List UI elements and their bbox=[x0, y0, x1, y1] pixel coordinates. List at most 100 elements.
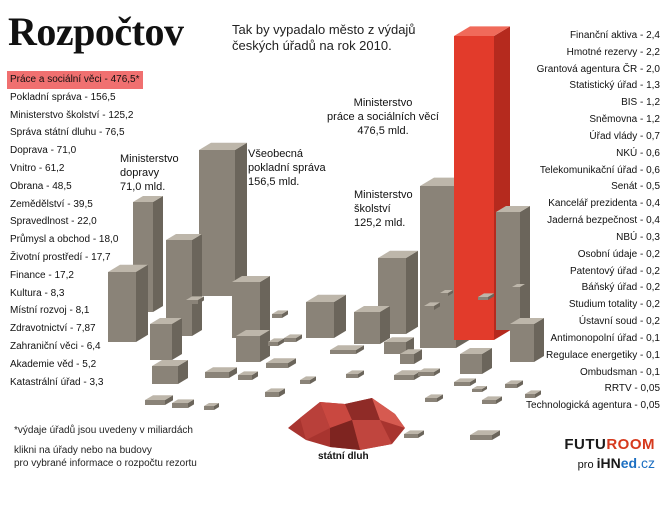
building-spravedlnost[interactable] bbox=[232, 276, 270, 338]
building-small[interactable] bbox=[505, 380, 523, 388]
building-small[interactable] bbox=[145, 395, 173, 405]
building-small[interactable] bbox=[525, 390, 541, 398]
budget-item[interactable]: Obrana - 48,5 bbox=[10, 180, 72, 192]
budget-item[interactable]: Statistický úřad - 1,3 bbox=[569, 80, 660, 92]
building-small[interactable] bbox=[265, 388, 285, 397]
budget-item[interactable]: Spravedlnost - 22,0 bbox=[10, 216, 97, 228]
building-small[interactable] bbox=[424, 302, 440, 310]
budget-item[interactable]: Studium totality - 0,2 bbox=[568, 299, 660, 311]
budget-item[interactable]: Práce a sociální věci - 476,5* bbox=[7, 71, 143, 89]
budget-item[interactable]: Finanční aktiva - 2,4 bbox=[569, 30, 660, 41]
building-small[interactable] bbox=[440, 290, 453, 296]
building-sprava-dluhu[interactable] bbox=[496, 206, 530, 330]
footnote-units: *výdaje úřadů jsou uvedeny v miliardách bbox=[14, 425, 193, 436]
footnote-click-hint-2: pro vybrané informace o rozpočtu rezortu bbox=[14, 458, 197, 469]
building-small[interactable] bbox=[238, 371, 258, 380]
building-finance[interactable] bbox=[510, 318, 544, 362]
callout-skolstvi-line1: Ministerstvo bbox=[354, 189, 413, 201]
budget-item[interactable]: Úřad vlády - 0,7 bbox=[589, 130, 660, 142]
building-small[interactable] bbox=[425, 394, 443, 402]
logo-ihn: iHNed bbox=[597, 455, 637, 471]
logo-cz: .cz bbox=[637, 455, 655, 471]
budget-item[interactable]: NKÚ - 0,6 bbox=[616, 147, 660, 159]
logo-ihn-text: iHN bbox=[596, 455, 621, 471]
budget-item[interactable]: Zahraniční věci - 6,4 bbox=[10, 340, 101, 352]
page-subtitle: Tak by vypadalo město z výdajů českých ú… bbox=[232, 22, 416, 53]
building-small[interactable] bbox=[186, 296, 204, 304]
building-small[interactable] bbox=[454, 378, 476, 386]
budget-item[interactable]: Hmotné rezervy - 2,2 bbox=[566, 46, 660, 58]
budget-item[interactable]: Pokladní správa - 156,5 bbox=[10, 91, 116, 103]
building-kultura[interactable] bbox=[354, 306, 390, 344]
building-small[interactable] bbox=[300, 376, 316, 384]
budget-item[interactable]: Katastrální úřad - 3,3 bbox=[10, 376, 104, 388]
building-small[interactable] bbox=[266, 358, 296, 368]
budget-item[interactable]: Osobní údaje - 0,2 bbox=[577, 248, 660, 260]
building-small[interactable] bbox=[346, 370, 364, 378]
budget-item[interactable]: BIS - 1,2 bbox=[621, 97, 660, 109]
building-zdravotnictvi[interactable] bbox=[236, 330, 270, 362]
futuroom-logo[interactable]: FUTUROOM pro iHNed.cz bbox=[564, 436, 655, 471]
budget-item[interactable]: Ústavní soud - 0,2 bbox=[578, 316, 660, 328]
budget-item[interactable]: Senát - 0,5 bbox=[611, 181, 660, 193]
budget-item[interactable]: Akademie věd - 5,2 bbox=[10, 358, 97, 370]
building-zahranicni[interactable] bbox=[460, 348, 492, 374]
budget-item[interactable]: Ombudsman - 0,1 bbox=[579, 366, 660, 378]
budget-item[interactable]: Regulace energetiky - 0,1 bbox=[546, 349, 660, 361]
budget-item[interactable]: NBÚ - 0,3 bbox=[616, 231, 660, 243]
budget-item[interactable]: Kancelář prezidenta - 0,4 bbox=[548, 198, 660, 210]
building-prumysl[interactable] bbox=[150, 318, 182, 360]
budget-item[interactable]: Životní prostředí - 17,7 bbox=[10, 251, 111, 263]
building-small[interactable] bbox=[272, 310, 288, 318]
building-small[interactable] bbox=[284, 334, 302, 342]
callout-pokladni-value: 156,5 mld. bbox=[248, 176, 300, 188]
budget-item[interactable]: Vnitro - 61,2 bbox=[10, 162, 65, 174]
budget-item[interactable]: RRTV - 0,05 bbox=[604, 383, 660, 395]
building-small[interactable] bbox=[482, 396, 502, 404]
building-small[interactable] bbox=[404, 430, 424, 438]
budget-item[interactable]: Doprava - 71,0 bbox=[10, 145, 77, 157]
callout-skolstvi: Ministerstvo školství 125,2 mld. bbox=[354, 188, 413, 230]
building-pokladni[interactable] bbox=[199, 142, 247, 296]
budget-item[interactable]: Patentový úřad - 0,2 bbox=[569, 265, 660, 277]
building-small[interactable] bbox=[470, 430, 500, 440]
building-small[interactable] bbox=[205, 367, 237, 378]
budget-item[interactable]: Telekomunikační úřad - 0,6 bbox=[539, 164, 660, 176]
budget-item[interactable]: Sněmovna - 1,2 bbox=[589, 114, 660, 126]
budget-item[interactable]: Technologická agentura - 0,05 bbox=[526, 400, 660, 412]
building-small[interactable] bbox=[418, 368, 440, 376]
building-small[interactable] bbox=[268, 338, 284, 346]
callout-prace-line1: Ministerstvo bbox=[353, 97, 413, 109]
building-small[interactable] bbox=[472, 386, 487, 392]
building-small[interactable] bbox=[204, 403, 219, 410]
budget-item[interactable]: Správa státní dluhu - 76,5 bbox=[10, 127, 125, 139]
building-small[interactable] bbox=[478, 293, 494, 300]
building-prace[interactable] bbox=[454, 26, 510, 341]
budget-item[interactable]: Zdravotnictví - 7,87 bbox=[10, 323, 96, 335]
right-budget-list: Finanční aktiva - 2,4 Hmotné rezervy - 2,… bbox=[440, 28, 660, 415]
budget-item[interactable]: Zemědělství - 39,5 bbox=[10, 198, 93, 210]
budget-item[interactable]: Antimonopolní úřad - 0,1 bbox=[550, 332, 660, 344]
budget-item[interactable]: Grantová agentura ČR - 2,0 bbox=[536, 63, 660, 75]
building-small[interactable] bbox=[172, 399, 194, 408]
budget-item[interactable]: Průmysl a obchod - 18,0 bbox=[10, 234, 119, 246]
state-debt-label: státní dluh bbox=[318, 451, 369, 462]
building-small[interactable] bbox=[512, 284, 525, 290]
callout-doprava: Ministerstvo dopravy 71,0 mld. bbox=[120, 152, 179, 194]
building-small[interactable] bbox=[330, 345, 364, 354]
budget-item[interactable]: Ministerstvo školství - 125,2 bbox=[10, 109, 134, 121]
building-zivotni[interactable] bbox=[306, 294, 346, 338]
budget-item[interactable]: Jaderná bezpečnost - 0,4 bbox=[547, 215, 660, 227]
budget-item[interactable]: Místní rozvoj - 8,1 bbox=[10, 305, 90, 317]
budget-item[interactable]: Kultura - 8,3 bbox=[10, 287, 65, 299]
building-obrana[interactable] bbox=[108, 264, 148, 342]
state-debt-shape[interactable] bbox=[288, 398, 405, 450]
building-katastralni[interactable] bbox=[400, 349, 422, 364]
budget-item[interactable]: Finance - 17,2 bbox=[10, 269, 74, 281]
building-vnitro[interactable] bbox=[166, 234, 202, 336]
building-small[interactable] bbox=[394, 370, 422, 380]
logo-futuroom: FUTUROOM bbox=[564, 436, 655, 453]
building-mistni-rozvoj[interactable] bbox=[152, 360, 188, 384]
budget-item[interactable]: Báňský úřad - 0,2 bbox=[581, 282, 660, 294]
